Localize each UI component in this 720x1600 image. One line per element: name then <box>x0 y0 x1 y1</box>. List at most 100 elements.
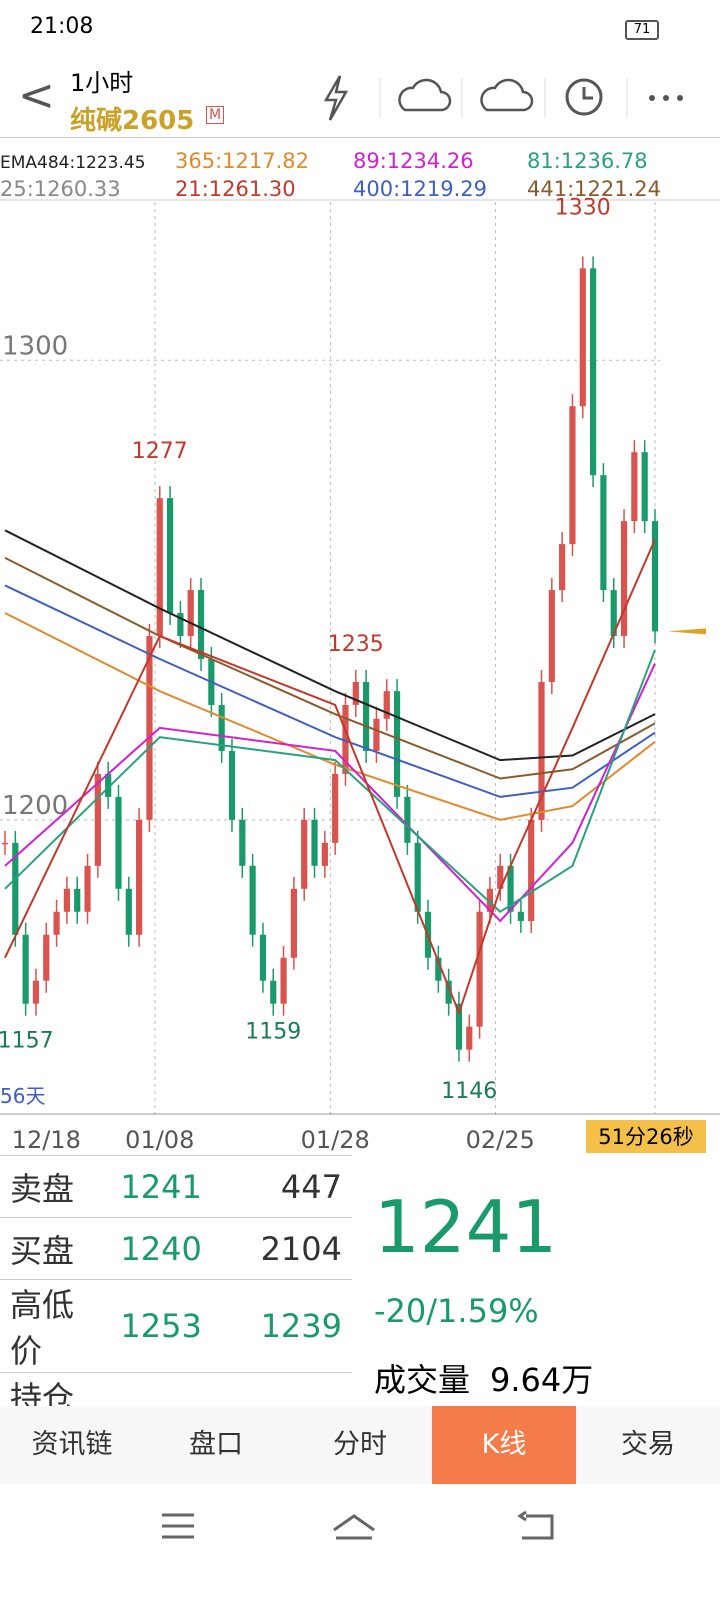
candle-body <box>590 268 597 476</box>
price-marker <box>668 628 706 635</box>
x-tick-label: 01/08 <box>125 1126 194 1154</box>
candle-body <box>187 590 194 637</box>
tab[interactable]: K线 <box>432 1406 576 1484</box>
candle-body <box>651 521 659 632</box>
cloud-icon[interactable] <box>480 78 534 112</box>
x-tick-label: 01/28 <box>301 1126 370 1154</box>
candle-body <box>528 819 535 921</box>
candle-body <box>166 498 174 614</box>
candle-body <box>43 934 50 981</box>
candle-body <box>22 934 29 1004</box>
candle-body <box>53 911 60 935</box>
quote-cell: 2104 <box>237 1217 352 1280</box>
candle-body <box>641 452 648 522</box>
candle-body <box>486 888 494 912</box>
x-tick-label: 02/25 <box>466 1126 535 1154</box>
candle-body <box>342 704 349 774</box>
ma-line <box>4 539 656 1016</box>
back-key[interactable] <box>517 1510 554 1540</box>
x-tick-label: 12/18 <box>12 1126 81 1154</box>
candle-body <box>218 704 225 751</box>
candle-body <box>311 819 318 866</box>
ma-line <box>4 556 656 780</box>
quote-cell: 1240 <box>110 1217 238 1280</box>
candle-body <box>383 691 390 719</box>
tab-bar: 资讯链 盘口 分时 K线 交易 <box>0 1406 720 1484</box>
candle-body <box>197 590 205 659</box>
candle-body <box>321 842 328 866</box>
candle-body <box>363 681 370 751</box>
candle-body <box>12 842 19 935</box>
quote-cell: 447 <box>237 1155 352 1218</box>
menu-key[interactable] <box>162 1513 194 1539</box>
legend-item: EMA484:1223.45 <box>0 153 146 173</box>
extreme-label: 1330 <box>555 195 611 220</box>
extreme-label: 1235 <box>328 632 384 657</box>
candle-body <box>156 498 163 637</box>
quote-row: 卖盘 1241 447 <box>0 1155 352 1218</box>
candle-body <box>228 750 236 820</box>
y-tick-label: 1300 <box>2 331 68 361</box>
candle-body <box>177 613 184 637</box>
table: 卖盘1241447买盘12402104高低价12531239持仓量975981+… <box>0 1155 352 1466</box>
footnote: 56天 <box>0 1084 45 1108</box>
ma-line <box>4 649 656 914</box>
candle-body <box>74 888 81 912</box>
quote-cell: 1253 <box>110 1279 238 1373</box>
candle-body <box>249 865 256 935</box>
candle-body <box>620 521 628 637</box>
legend-item: 365:1217.82 <box>175 149 309 173</box>
candle-body <box>476 911 483 1027</box>
legend-item: 89:1234.26 <box>353 149 474 173</box>
candle-body <box>404 796 411 843</box>
candle-body <box>610 590 617 637</box>
clock: 21:08 <box>30 14 94 39</box>
candle-body <box>414 842 421 912</box>
tab[interactable]: 交易 <box>621 1429 675 1460</box>
legend-item: 400:1219.29 <box>353 177 487 201</box>
candle-body <box>63 888 70 912</box>
clock-hand <box>582 87 593 100</box>
countdown: 51分26秒 <box>598 1125 693 1149</box>
ma-line <box>4 584 656 798</box>
tab[interactable]: 资讯链 <box>31 1429 113 1460</box>
candle-body <box>332 773 339 843</box>
extreme-label: 1159 <box>245 1019 301 1044</box>
ma-line <box>4 529 656 762</box>
candle-body <box>559 544 566 591</box>
quote-table: 卖盘1241447买盘12402104高低价12531239持仓量975981+… <box>0 1155 352 1466</box>
legend-item: 81:1236.78 <box>527 149 648 173</box>
legend-item: 441:1221.24 <box>527 177 661 201</box>
tab[interactable]: 盘口 <box>189 1429 243 1460</box>
back[interactable]: < <box>18 70 55 121</box>
more[interactable] <box>649 95 683 101</box>
cloud-icon[interactable] <box>398 78 452 112</box>
badge: M <box>206 106 225 124</box>
toolbar <box>323 75 683 121</box>
countdown-bg <box>586 1120 706 1153</box>
ma-line <box>4 612 656 821</box>
candle-body <box>352 681 359 705</box>
candle-body <box>280 957 287 1004</box>
flash-icon[interactable] <box>323 75 349 121</box>
tab[interactable]: 分时 <box>333 1429 387 1460</box>
quote-cell: 1241 <box>110 1155 238 1218</box>
clock-icon[interactable] <box>565 78 603 116</box>
candle-body <box>105 773 112 797</box>
extreme-label: 1277 <box>132 439 188 464</box>
extreme-label: 1157 <box>0 1028 54 1053</box>
home-key[interactable] <box>333 1514 375 1540</box>
candle-body <box>290 888 297 958</box>
symbol: 纯碱2605 <box>70 106 195 136</box>
candle-body <box>239 819 246 866</box>
candle-body <box>538 681 545 820</box>
candle-body <box>631 452 638 522</box>
battery: 71 <box>625 20 659 40</box>
candle-body <box>146 636 153 820</box>
legend-item: 25:1260.33 <box>0 177 121 201</box>
candle-body <box>548 590 555 682</box>
quote-cell: 高低价 <box>0 1279 111 1373</box>
candle-body <box>259 934 267 981</box>
candle-body <box>125 888 132 935</box>
